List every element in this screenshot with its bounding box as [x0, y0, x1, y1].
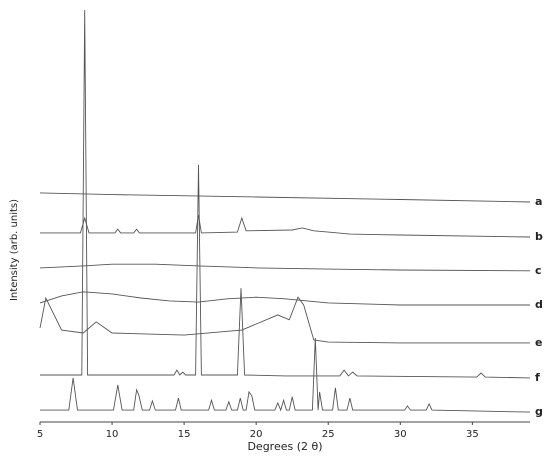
x-tick-label: 5: [37, 429, 43, 440]
trace: [39, 263, 531, 272]
x-tick-label: 15: [178, 429, 191, 440]
trace: [39, 291, 530, 306]
x-axis-label: Degrees (2 θ): [247, 440, 322, 453]
y-axis-label: Intensity (arb. units): [9, 199, 20, 301]
trace-label: c: [535, 264, 542, 277]
trace: [40, 215, 531, 238]
trace: [39, 296, 530, 344]
trace-label: a: [535, 195, 542, 208]
x-tick-label: 25: [322, 429, 335, 440]
x-tick-label: 35: [466, 429, 479, 440]
trace-label: d: [535, 298, 543, 311]
x-tick-label: 30: [394, 429, 407, 440]
trace-label: e: [535, 336, 542, 349]
trace: [40, 337, 531, 413]
x-tick-label: 20: [250, 429, 263, 440]
trace: [40, 9, 531, 379]
trace-label: b: [535, 230, 543, 243]
x-tick-label: 10: [106, 429, 119, 440]
trace: [39, 192, 531, 203]
trace-label: g: [535, 405, 543, 418]
trace-label: f: [535, 371, 540, 384]
